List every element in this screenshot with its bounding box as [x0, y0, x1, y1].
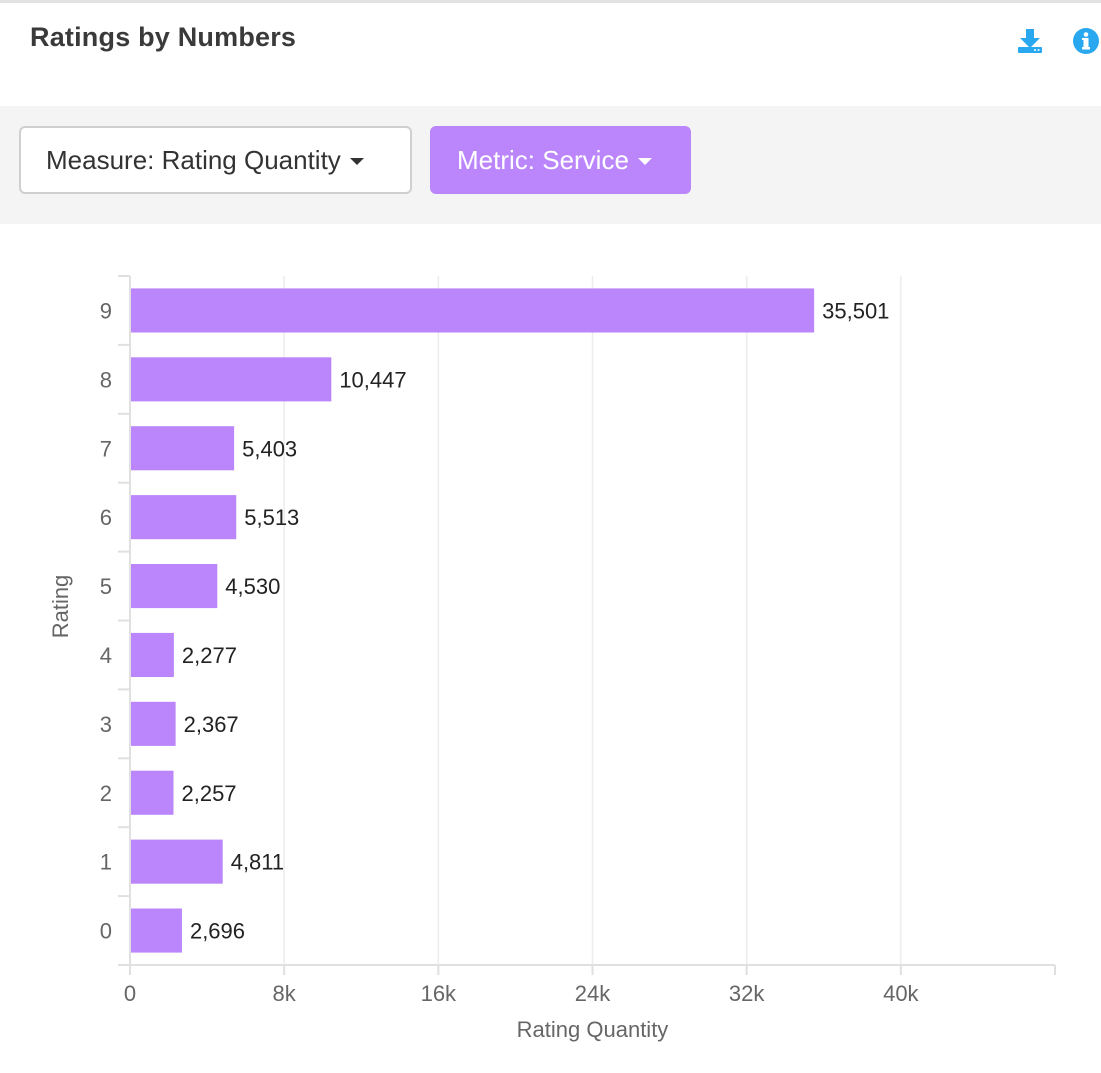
y-tick-label: 4 [100, 643, 112, 668]
x-tick-label: 0 [124, 981, 136, 1006]
bar [131, 908, 182, 953]
metric-dropdown-label: Metric: Service [457, 144, 629, 175]
bar [131, 357, 332, 402]
x-tick-label: 16k [421, 981, 457, 1006]
y-axis-title: Rating [48, 575, 73, 639]
x-axis-title: Rating Quantity [517, 1017, 669, 1042]
data-label: 10,447 [339, 367, 406, 392]
x-tick-label: 32k [729, 981, 765, 1006]
y-tick-label: 2 [100, 781, 112, 806]
x-tick-label: 24k [575, 981, 611, 1006]
bar [131, 288, 815, 333]
data-label: 2,257 [181, 781, 236, 806]
bar [131, 495, 237, 540]
data-label: 4,811 [231, 850, 284, 875]
data-label: 2,367 [184, 712, 239, 737]
y-tick-label: 9 [100, 298, 112, 323]
bar [131, 701, 176, 746]
info-icon[interactable] [1071, 26, 1101, 56]
y-tick-label: 7 [100, 436, 112, 461]
data-label: 2,696 [190, 919, 245, 944]
data-label: 5,513 [244, 505, 299, 530]
measure-dropdown-label: Measure: Rating Quantity [46, 144, 341, 175]
bar [131, 564, 218, 609]
y-tick-label: 1 [100, 850, 112, 875]
caret-down-icon [637, 157, 652, 165]
bar [131, 839, 223, 884]
download-icon[interactable] [1015, 26, 1045, 56]
x-tick-label: 40k [883, 981, 919, 1006]
measure-dropdown[interactable]: Measure: Rating Quantity [19, 126, 412, 194]
metric-dropdown[interactable]: Metric: Service [430, 126, 691, 194]
y-tick-label: 6 [100, 505, 112, 530]
panel-title: Ratings by Numbers [30, 22, 297, 52]
x-tick-label: 8k [273, 981, 297, 1006]
data-label: 4,530 [225, 574, 280, 599]
y-tick-label: 5 [100, 574, 112, 599]
bar [131, 632, 174, 677]
panel-top-border [0, 0, 1101, 3]
ratings-bar-chart: 35,501 9 10,447 8 5,403 7 5,513 6 4,530 5 2,277 4 2,… [48, 275, 1056, 1042]
data-label: 2,277 [182, 643, 237, 668]
bar [131, 770, 174, 815]
caret-down-icon [349, 157, 364, 165]
bar [131, 426, 235, 471]
y-tick-label: 8 [100, 367, 112, 392]
y-tick-label: 0 [100, 919, 112, 944]
filter-toolbar: Measure: Rating Quantity Metric: Service [0, 106, 1101, 224]
data-label: 5,403 [242, 436, 297, 461]
y-tick-label: 3 [100, 712, 112, 737]
data-label: 35,501 [822, 298, 889, 323]
